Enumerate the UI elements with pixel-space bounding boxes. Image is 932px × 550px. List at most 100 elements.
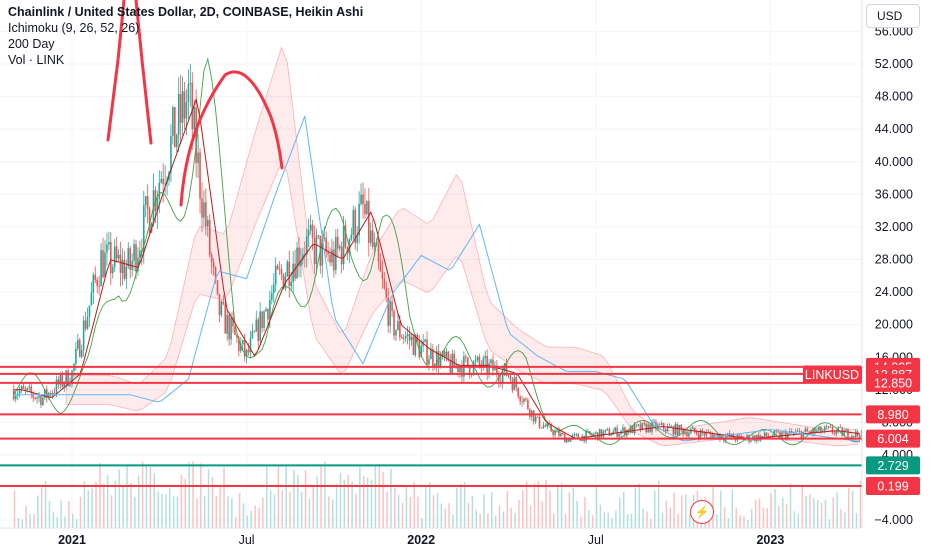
volume-bar xyxy=(134,496,136,528)
volume-bar xyxy=(494,515,497,528)
candle-body xyxy=(75,348,77,364)
volume-bar xyxy=(122,485,124,528)
candle-body xyxy=(538,416,541,428)
freehand-stroke[interactable] xyxy=(106,0,126,142)
candle-body xyxy=(858,435,861,440)
volume-bar xyxy=(564,513,567,528)
candle-body xyxy=(792,432,795,434)
candle-body xyxy=(682,428,684,435)
candle-body xyxy=(765,432,768,437)
volume-bar xyxy=(366,477,369,528)
lightning-icon[interactable]: ⚡ xyxy=(690,500,714,524)
candle-body xyxy=(329,254,331,263)
candle-body xyxy=(406,334,409,336)
time-axis-background[interactable] xyxy=(0,528,932,550)
candle-body xyxy=(806,428,809,432)
candle-body xyxy=(84,320,87,329)
candle-body xyxy=(78,340,81,357)
candle-body xyxy=(482,358,485,369)
kumo-cloud xyxy=(65,46,859,447)
candle-body xyxy=(38,395,40,398)
candle-body xyxy=(156,198,159,211)
candle-body xyxy=(631,425,634,434)
candle-body xyxy=(659,424,661,426)
volume-bar xyxy=(118,469,121,528)
candle-body xyxy=(707,431,710,433)
candle-body xyxy=(410,336,413,341)
volume-bar xyxy=(747,519,749,528)
time-axis[interactable]: 2021Jul2022Jul2023Jul2024Jul2025 xyxy=(58,533,932,547)
ichimoku-legend[interactable]: Ichimoku (9, 26, 52, 26) xyxy=(8,21,140,35)
y-tick-label: 28.000 xyxy=(875,253,913,267)
candle-body xyxy=(208,219,211,255)
candle-body xyxy=(199,152,201,199)
candle-body xyxy=(144,196,147,205)
candle-body xyxy=(90,292,93,306)
volume-bar xyxy=(428,482,431,528)
candle-body xyxy=(399,321,401,338)
chart-legend: Chainlink / United States Dollar, 2D, CO… xyxy=(8,4,363,68)
volume-bar xyxy=(591,515,594,528)
candle-body xyxy=(595,432,597,434)
ma-legend[interactable]: 200 Day xyxy=(8,37,55,51)
candle-body xyxy=(816,430,818,433)
volume-bar xyxy=(382,472,384,528)
volume-bar xyxy=(491,492,493,528)
candle-body xyxy=(187,84,190,103)
candle-body xyxy=(164,183,166,185)
candle-body xyxy=(509,375,512,380)
candle-body xyxy=(697,434,700,438)
volume-legend[interactable]: Vol · LINK xyxy=(8,53,65,67)
candle-body xyxy=(32,393,34,398)
volume-bar xyxy=(60,500,62,528)
candle-body xyxy=(505,363,508,377)
candle-body xyxy=(451,353,454,373)
candle-body xyxy=(829,426,832,428)
freehand-stroke[interactable] xyxy=(134,0,153,145)
volume-bar xyxy=(716,514,718,528)
volume-bar xyxy=(525,481,528,528)
candle-body xyxy=(453,353,455,366)
candle-body xyxy=(643,422,646,424)
freehand-stroke[interactable] xyxy=(179,70,284,207)
candle-body xyxy=(430,349,432,360)
candle-body xyxy=(179,94,182,123)
volume-bar xyxy=(304,470,307,528)
candle-body xyxy=(853,435,855,437)
candle-body xyxy=(59,374,62,385)
volume-bar xyxy=(650,519,652,528)
candle-body xyxy=(158,182,161,199)
candle-body xyxy=(71,370,73,385)
volume-bar xyxy=(413,482,415,528)
volume-bar xyxy=(258,507,260,528)
candle-body xyxy=(272,284,275,294)
candle-body xyxy=(552,431,554,435)
candle-body xyxy=(160,178,163,183)
candle-body xyxy=(249,337,252,353)
candle-body xyxy=(585,431,587,442)
candle-body xyxy=(195,107,197,164)
volume-bar xyxy=(813,498,815,528)
currency-button[interactable]: USD xyxy=(866,4,920,28)
candle-body xyxy=(854,431,857,437)
candle-body xyxy=(424,339,426,342)
candle-body xyxy=(629,425,632,433)
volume-bar xyxy=(405,486,408,528)
volume-bar xyxy=(215,495,218,528)
price-level-tag-background xyxy=(866,429,920,448)
volume-bar xyxy=(778,506,780,528)
volume-bar xyxy=(607,512,609,528)
candle-body xyxy=(474,360,477,362)
volume-bar xyxy=(657,480,660,528)
volume-bar xyxy=(390,468,392,528)
candle-body xyxy=(614,427,616,432)
volume-bar xyxy=(851,490,854,528)
candle-body xyxy=(259,311,261,341)
volume-bar xyxy=(145,465,148,528)
volume-bar xyxy=(681,495,683,528)
volume-bar xyxy=(192,461,194,528)
candle-body xyxy=(684,431,686,435)
candle-body xyxy=(307,230,310,236)
symbol-title[interactable]: Chainlink / United States Dollar, 2D, CO… xyxy=(8,5,364,19)
